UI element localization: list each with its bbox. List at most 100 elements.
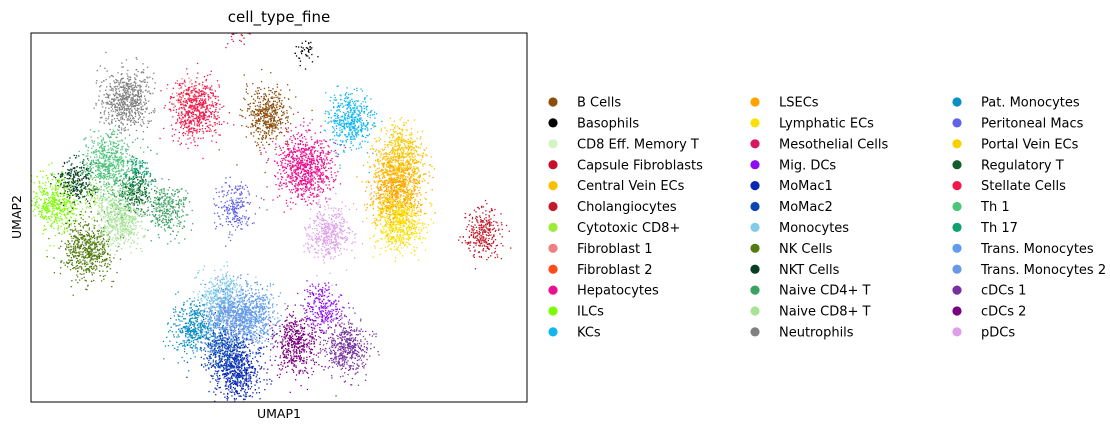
legend-marker-th-17 (952, 222, 962, 232)
cluster-cdcs-1 (311, 306, 380, 397)
legend-marker-hepatocytes (548, 285, 558, 295)
legend-label-cd8-eff-memory-t: CD8 Eff. Memory T (577, 137, 699, 152)
legend-marker-kcs (548, 327, 558, 337)
legend-label-peritoneal-macs: Peritoneal Macs (981, 117, 1084, 132)
legend-marker-peritoneal-macs (952, 118, 962, 128)
legend-label-cytotoxic-cd8: Cytotoxic CD8+ (577, 221, 680, 236)
cluster-b-cells (218, 68, 313, 174)
legend-marker-naive-cd8-t (750, 306, 760, 316)
cluster-th-17 (121, 138, 158, 194)
legend-label-kcs: KCs (577, 326, 601, 341)
legend-label-hepatocytes: Hepatocytes (577, 284, 659, 299)
legend-marker-cytotoxic-cd8 (548, 222, 558, 232)
legend-label-th-17: Th 17 (980, 221, 1018, 236)
legend-label-fibroblast-2: Fibroblast 2 (577, 263, 653, 278)
legend-label-neutrophils: Neutrophils (779, 326, 854, 341)
legend-label-trans-monocytes-2: Trans. Monocytes 2 (980, 263, 1106, 278)
legend-marker-naive-cd4-t (750, 285, 760, 295)
legend-label-central-vein-ecs: Central Vein ECs (577, 179, 685, 194)
legend-marker-lymphatic-ecs (750, 118, 760, 128)
points-layer (31, 33, 512, 402)
legend-label-capsule-fibroblasts: Capsule Fibroblasts (577, 158, 703, 173)
legend-marker-cdcs-2 (952, 306, 962, 316)
legend-label-th-1: Th 1 (980, 200, 1010, 215)
legend-label-lymphatic-ecs: Lymphatic ECs (779, 117, 874, 132)
legend-label-pdcs: pDCs (981, 326, 1015, 341)
cluster-th-1 (69, 125, 145, 207)
legend-marker-nkt-cells (750, 264, 760, 274)
cluster-neutrophils (93, 51, 175, 151)
cluster-cdcs-2 (251, 298, 332, 393)
cluster-pat-monocytes (162, 283, 225, 372)
y-axis-label: UMAP2 (9, 195, 24, 239)
legend-label-mesothelial-cells: Mesothelial Cells (779, 137, 889, 152)
cluster-cholangiocytes (458, 199, 512, 270)
legend-label-monocytes: Monocytes (779, 221, 849, 236)
legend-marker-fibroblast-1 (548, 243, 558, 253)
legend-marker-ilcs (548, 306, 558, 316)
legend-marker-capsule-fibroblasts (548, 160, 558, 170)
legend-label-momac1: MoMac1 (779, 179, 833, 194)
legend-marker-portal-vein-ecs (952, 139, 962, 149)
cluster-trans-monocytes-2 (190, 274, 265, 363)
legend-marker-momac1 (750, 181, 760, 191)
legend-marker-b-cells (548, 97, 558, 107)
legend-marker-stellate-cells (952, 181, 962, 191)
cluster-peritoneal-macs (213, 176, 268, 247)
legend-label-regulatory-t: Regulatory T (981, 158, 1064, 173)
legend-marker-momac2 (750, 201, 760, 212)
legend-marker-regulatory-t (952, 160, 962, 170)
legend-marker-central-vein-ecs (548, 181, 558, 191)
legend-label-naive-cd8-t: Naive CD8+ T (779, 305, 871, 320)
legend-label-momac2: MoMac2 (779, 200, 833, 215)
cluster-stellate-cells (159, 62, 235, 160)
legend-label-cholangiocytes: Cholangiocytes (577, 200, 677, 215)
legend-label-b-cells: B Cells (577, 96, 621, 111)
cluster-portal-vein-ecs (377, 117, 424, 170)
legend-label-nkt-cells: NKT Cells (779, 263, 840, 278)
legend-label-cdcs-1: cDCs 1 (981, 284, 1026, 299)
legend-marker-fibroblast-2 (548, 264, 558, 274)
legend-label-fibroblast-1: Fibroblast 1 (577, 242, 653, 257)
legend-marker-neutrophils (750, 327, 760, 337)
legend-marker-mig-dcs (750, 160, 760, 170)
cluster-central-vein-ecs (361, 117, 436, 214)
cluster-naive-cd8-t (83, 181, 168, 256)
legend-marker-pat-monocytes (952, 97, 962, 107)
legend-label-stellate-cells: Stellate Cells (981, 179, 1066, 194)
legend-label-lsecs: LSECs (779, 96, 819, 111)
plot-frame (30, 32, 528, 403)
legend-marker-cdcs-1 (952, 285, 962, 295)
legend-label-mig-dcs: Mig. DCs (779, 158, 836, 173)
legend-marker-monocytes (750, 222, 760, 232)
legend-marker-cholangiocytes (548, 201, 558, 212)
cluster-lymphatic-ecs (366, 172, 436, 263)
legend-label-ilcs: ILCs (577, 305, 604, 320)
legend-marker-basophils (548, 118, 558, 128)
legend-label-cdcs-2: cDCs 2 (981, 305, 1026, 320)
cluster-basophils (294, 40, 319, 70)
cluster-naive-cd4-t (141, 178, 194, 245)
legend-marker-nk-cells (750, 243, 760, 253)
legend: B Cells Basophils CD8 Eff. Memory T Capsule… (548, 96, 1106, 341)
cluster-nkt-cells (50, 154, 110, 222)
legend-label-naive-cd4-t: Naive CD4+ T (779, 284, 871, 299)
cluster-pdcs (303, 193, 364, 286)
legend-label-basophils: Basophils (577, 117, 639, 132)
x-axis-label: UMAP1 (257, 406, 301, 421)
legend-label-nk-cells: NK Cells (779, 242, 833, 257)
chart-title: cell_type_fine (228, 8, 331, 27)
legend-marker-pdcs (952, 327, 962, 337)
cluster-hepatocytes (260, 111, 346, 213)
legend-label-portal-vein-ecs: Portal Vein ECs (981, 137, 1079, 152)
legend-marker-mesothelial-cells (750, 139, 760, 149)
legend-marker-trans-monocytes-2 (952, 264, 962, 274)
legend-marker-cd8-eff-memory-t (548, 139, 558, 149)
legend-marker-th-1 (952, 201, 962, 212)
legend-marker-trans-monocytes (952, 243, 962, 253)
legend-marker-lsecs (750, 97, 760, 107)
legend-label-pat-monocytes: Pat. Monocytes (981, 96, 1080, 111)
legend-label-trans-monocytes: Trans. Monocytes (980, 242, 1094, 257)
